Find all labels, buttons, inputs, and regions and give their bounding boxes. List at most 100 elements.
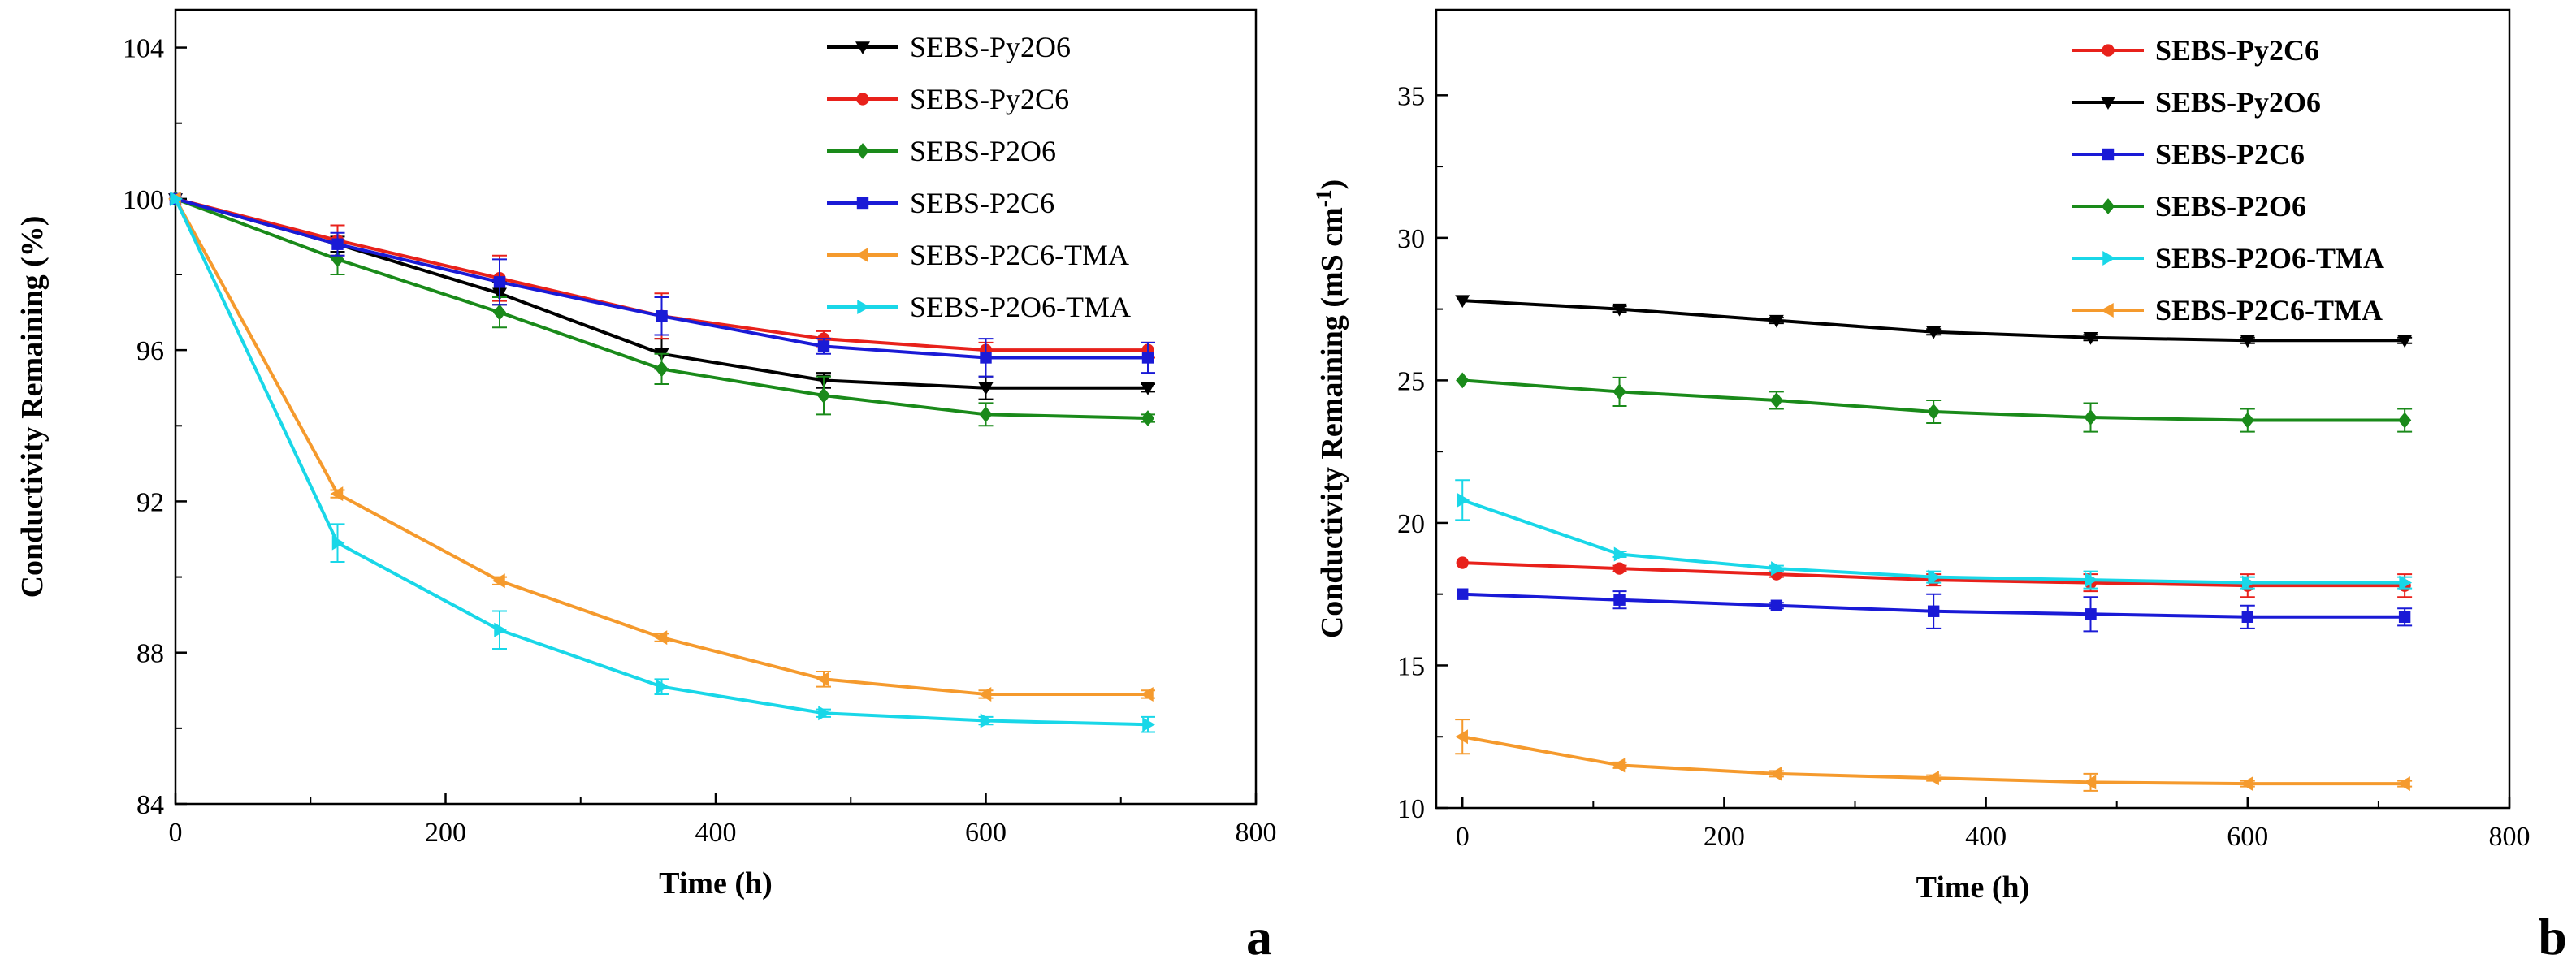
panel-b-data-point	[1455, 729, 1468, 745]
panel-b-legend-item: SEBS-Py2O6	[2072, 86, 2321, 119]
panel-a-data-point	[493, 276, 506, 288]
panel-a-data-point	[978, 382, 994, 395]
panel-a-legend-item: SEBS-Py2C6	[827, 83, 1069, 115]
panel-b-data-point	[2397, 776, 2410, 792]
panel-a-series-SEBS-P2O6-TMA	[170, 191, 1155, 733]
panel-b-data-point	[2083, 331, 2098, 345]
panel-a-x-tick-label: 400	[695, 818, 737, 848]
panel-a-legend-label: SEBS-P2C6	[910, 187, 1054, 219]
panel-b-data-point	[2240, 776, 2253, 792]
panel-b-data-point	[1613, 562, 1626, 575]
panel-b-legend-marker	[2101, 303, 2114, 318]
panel-a-data-point	[816, 387, 831, 404]
panel-b-x-axis-title: Time (h)	[1916, 870, 2030, 905]
panel-a-data-point	[492, 573, 505, 589]
panel-a-data-point	[1141, 352, 1154, 364]
panel-a-legend-label: SEBS-P2O6-TMA	[910, 291, 1131, 323]
panel-b-data-point	[2085, 608, 2097, 620]
panel-b-y-axis-title: Conductivity Remaining (mS cm-1)	[1312, 179, 1349, 638]
panel-b-data-point	[2084, 409, 2098, 426]
panel-b-data-point	[2398, 412, 2412, 429]
panel-a-legend-label: SEBS-Py2O6	[910, 31, 1071, 63]
panel-a-panel-letter: a	[1246, 908, 1272, 966]
panel-b-plot-frame	[1435, 8, 2511, 810]
panel-a-legend-marker	[856, 93, 869, 106]
panel-a-data-point	[1141, 382, 1155, 395]
panel-b-legend-marker	[2101, 198, 2115, 214]
panel-b-data-point	[1612, 303, 1627, 317]
panel-b-series-SEBS-Py2O6	[1455, 295, 2413, 348]
panel-a-data-point	[978, 686, 992, 702]
panel-b-series-SEBS-P2C6-TMA	[1455, 719, 2413, 792]
panel-b-series-SEBS-P2O6-TMA	[1455, 479, 2413, 590]
panel-a-data-point	[331, 535, 345, 551]
panel-a-data-point	[656, 679, 669, 694]
panel-b-legend-item: SEBS-P2O6	[2072, 190, 2306, 222]
panel-b-x-tick-label: 200	[1704, 822, 1745, 852]
panel-b-y-axis-title-end: )	[1315, 179, 1349, 190]
panel-a-y-tick-label: 104	[123, 34, 164, 64]
panel-a-y-tick-label: 84	[136, 790, 164, 820]
panel-b-data-point	[2241, 611, 2254, 623]
panel-b-data-point	[1612, 758, 1626, 773]
panel-a-legend-label: SEBS-Py2C6	[910, 83, 1069, 115]
panel-b-data-point	[2085, 572, 2098, 588]
panel-a-data-point	[654, 630, 668, 646]
panel-b-legend-label: SEBS-P2C6-TMA	[2155, 294, 2383, 326]
panel-b-y-tick-label: 10	[1397, 794, 1425, 824]
panel-a-legend-item: SEBS-P2O6	[827, 135, 1056, 167]
panel-a-y-tick-label: 100	[123, 185, 164, 215]
panel-a-y-tick-label: 96	[136, 336, 164, 366]
panel-a-y-tick-label: 92	[136, 487, 164, 517]
panel-b-data-point	[1770, 599, 1783, 611]
panel-b-series-line	[1461, 498, 2405, 585]
panel-b-data-point	[2398, 611, 2411, 623]
panel-b-data-point	[1457, 588, 1469, 600]
panel-a-data-point	[816, 672, 829, 687]
panel-a-data-point	[1142, 717, 1155, 732]
panel-a-legend-marker	[855, 41, 870, 54]
panel-b-series-SEBS-P2C6	[1457, 588, 2413, 633]
panel-a-x-tick-label: 800	[1236, 818, 1277, 848]
panel-a-legend-label: SEBS-P2C6-TMA	[910, 239, 1129, 271]
panel-a-y-tick-label: 88	[136, 639, 164, 669]
panel-a-x-tick-label: 200	[425, 818, 466, 848]
panel-a-data-point	[330, 486, 344, 502]
panel-a-x-tick-label: 0	[169, 818, 183, 848]
panel-b-x-tick-label: 800	[2489, 822, 2531, 852]
panel-b-y-tick-label: 25	[1397, 366, 1425, 396]
panel-a-data-point	[818, 706, 831, 721]
panel-b-data-point	[1613, 594, 1626, 606]
panel-b-legend-item: SEBS-Py2C6	[2072, 34, 2319, 67]
panel-a-data-point	[979, 406, 993, 423]
panel-b-data-point	[1926, 326, 1942, 339]
panel-b-data-point	[1457, 492, 1470, 508]
panel-b-legend: SEBS-Py2C6 SEBS-Py2O6 SEBS-P2C6 SEBS-P2O6 SE…	[2072, 34, 2384, 326]
panel-a-y-axis-title-text: Conductivity Remaining (%)	[15, 216, 50, 598]
panel-b-data-point	[2399, 575, 2413, 590]
panel-b-legend-label: SEBS-P2C6	[2155, 138, 2305, 171]
panel-b-legend-marker	[2102, 44, 2115, 57]
panel-a-legend-marker	[855, 248, 868, 262]
panel-b-data-point	[1928, 569, 1942, 585]
panel-b-panel-letter: b	[2538, 908, 2567, 966]
panel-b-y-tick-label: 35	[1397, 81, 1425, 111]
panel-b-legend-item: SEBS-P2C6-TMA	[2072, 294, 2383, 326]
panel-a-data-point	[980, 713, 994, 728]
panel-b-legend-item: SEBS-P2C6	[2072, 138, 2305, 171]
panel-b-data-point	[2083, 775, 2097, 790]
panel-b-legend-marker	[2101, 97, 2115, 110]
panel-a-data-point	[817, 340, 830, 352]
panel-b-legend-label: SEBS-Py2C6	[2155, 34, 2319, 67]
panel-b-data-point	[1456, 556, 1469, 569]
panel-a-data-point	[1141, 410, 1155, 426]
panel-a-y-axis-title: Conductivity Remaining (%)	[15, 216, 50, 598]
panel-b-data-point	[2397, 335, 2413, 348]
panel-b-y-axis-title-text: Conductivity Remaining (mS cm	[1315, 207, 1349, 638]
panel-a-data-point	[494, 622, 507, 637]
panel-a-legend-label: SEBS-P2O6	[910, 135, 1056, 167]
panel-b-data-point	[1771, 561, 1784, 577]
panel-b-series-SEBS-P2O6	[1456, 372, 2413, 433]
panel-b-legend-item: SEBS-P2O6-TMA	[2072, 242, 2384, 274]
panel-b-y-tick-label: 20	[1397, 509, 1425, 539]
